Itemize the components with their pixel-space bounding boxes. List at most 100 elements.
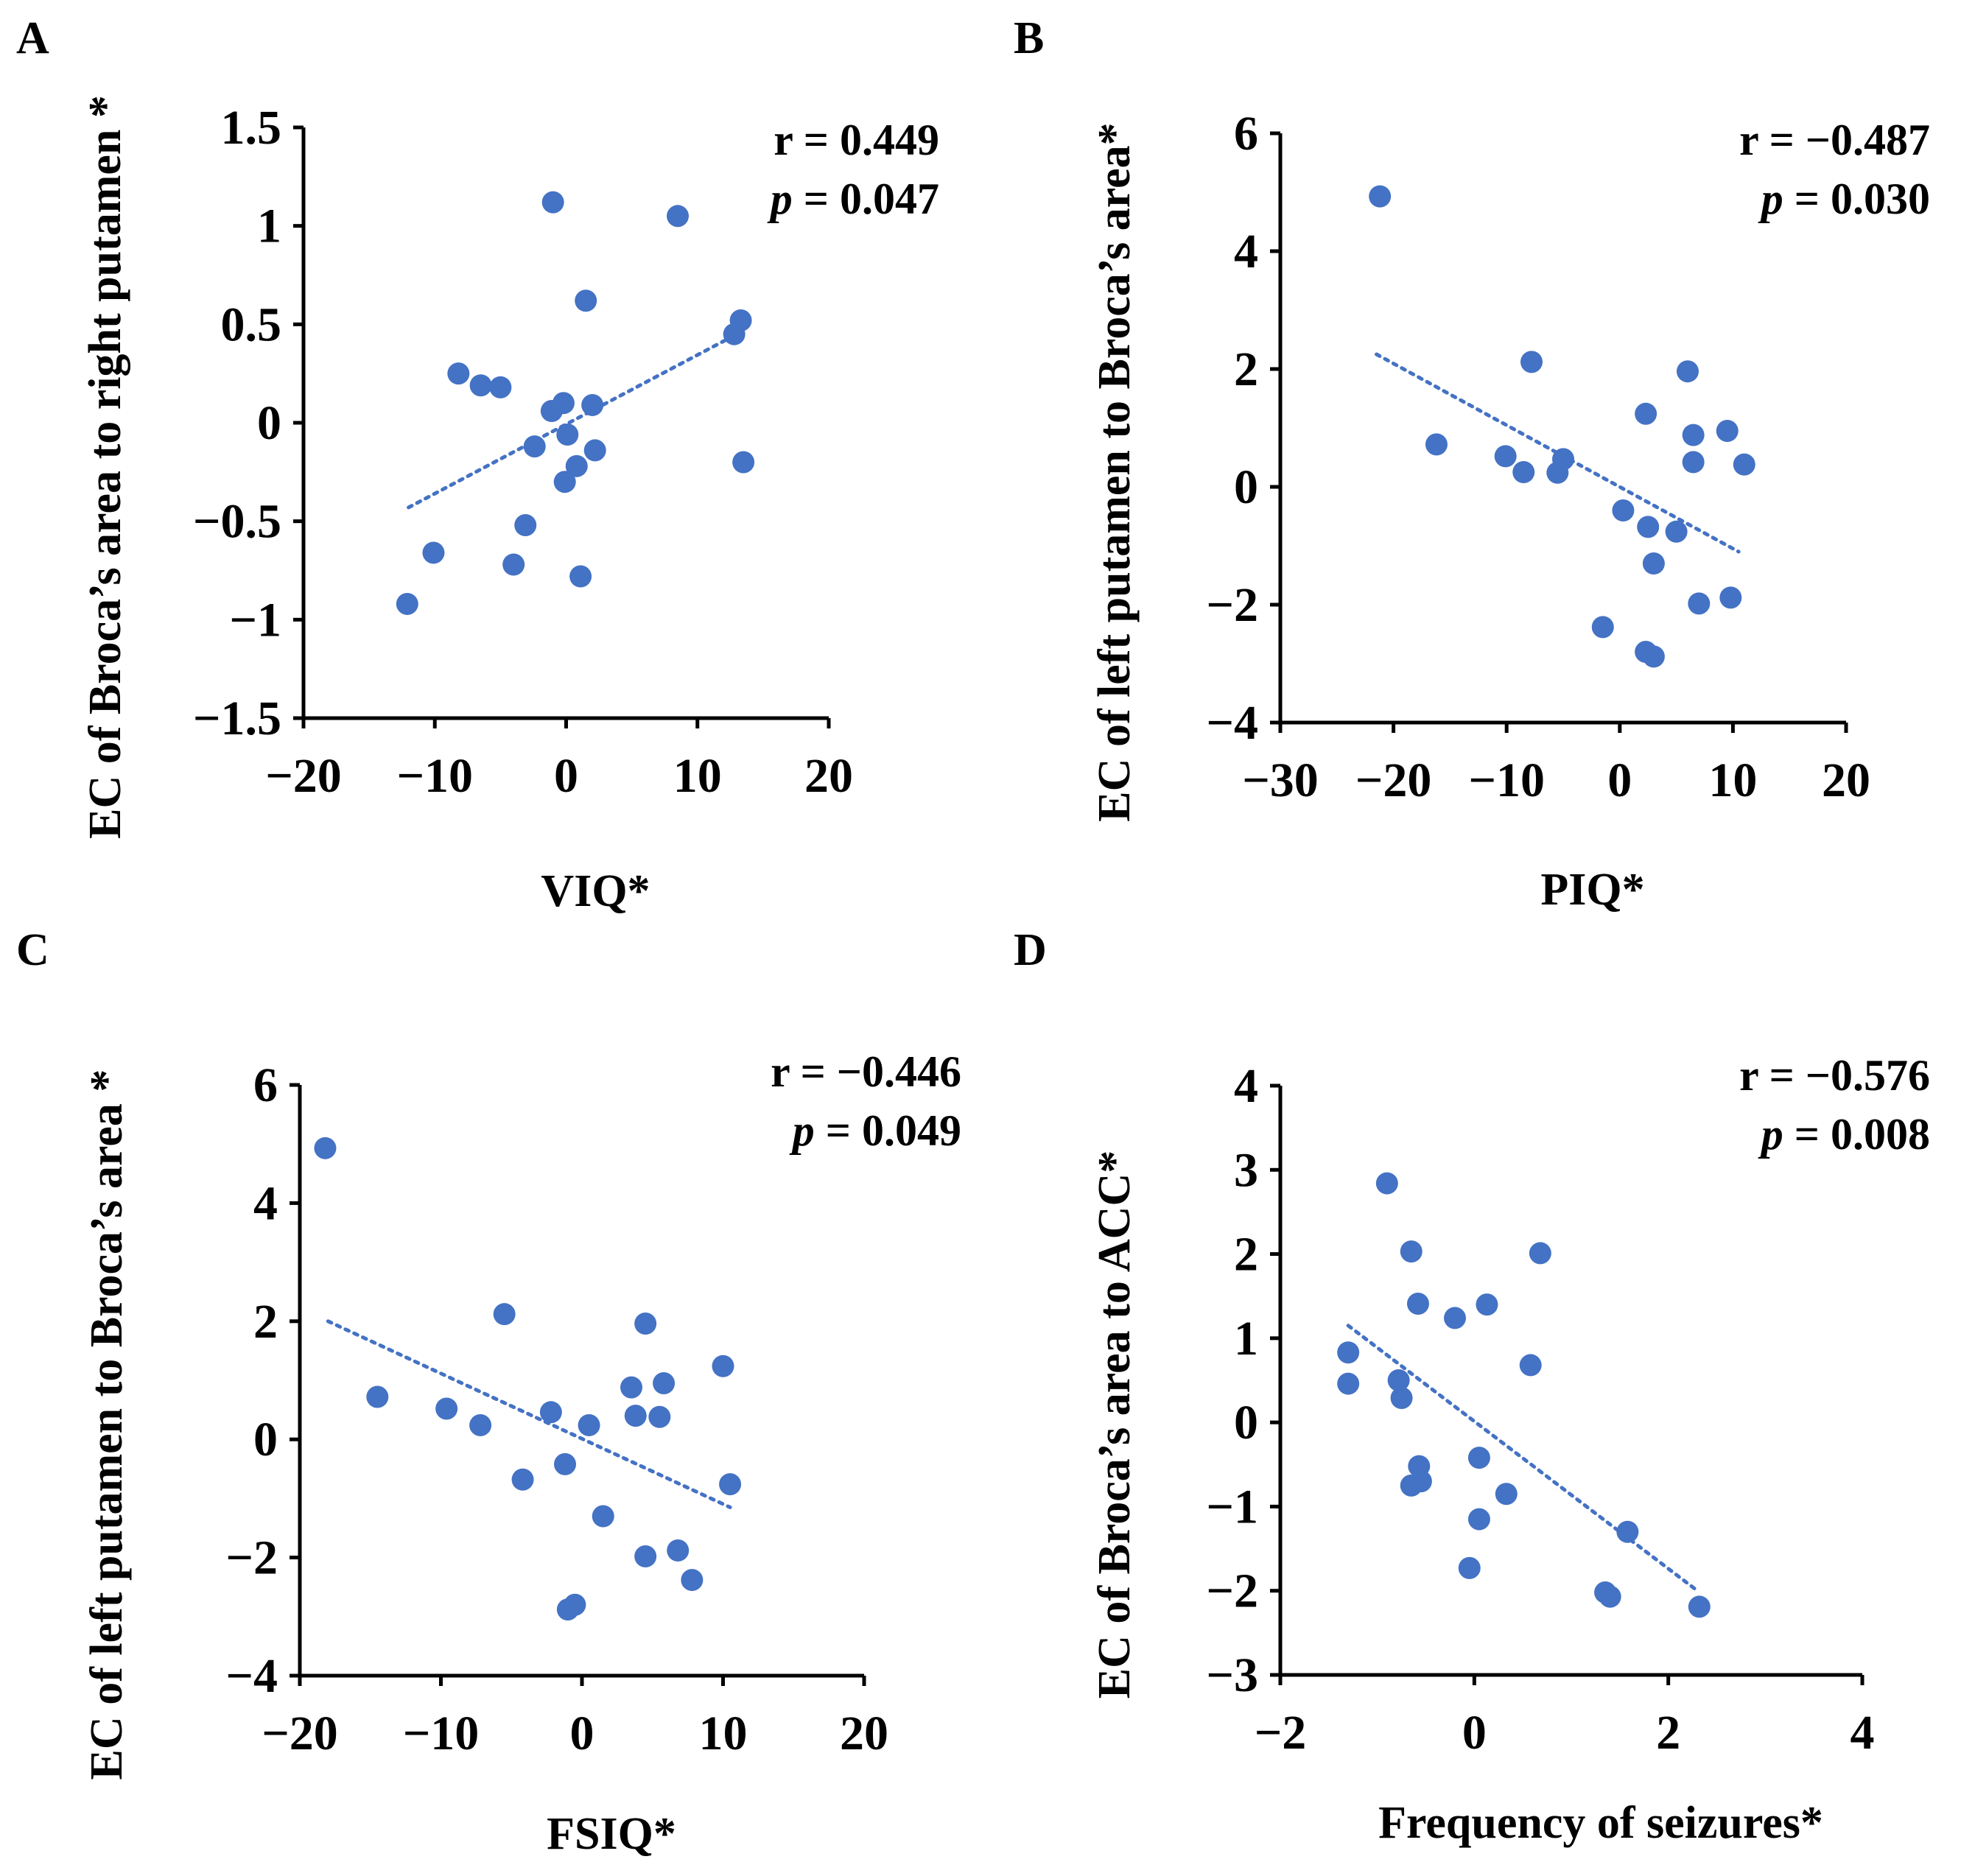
data-point — [1642, 645, 1665, 668]
p-value: p = 0.008 — [1758, 1110, 1930, 1159]
y-axis-title: EC of left putamen to Broca’s area* — [1090, 122, 1140, 821]
data-point — [1390, 1387, 1413, 1409]
y-tick-label: 3 — [1234, 1143, 1258, 1197]
data-point — [1665, 520, 1688, 543]
data-point — [447, 362, 470, 385]
y-tick-label: 2 — [253, 1295, 278, 1349]
data-point — [1467, 1508, 1490, 1531]
x-tick-label: 10 — [673, 749, 722, 803]
data-point — [624, 1405, 647, 1427]
data-point — [1688, 1595, 1711, 1618]
data-point — [1591, 616, 1614, 639]
x-tick-label: 20 — [840, 1707, 888, 1760]
data-point — [366, 1385, 389, 1408]
data-point — [422, 541, 445, 564]
data-point — [539, 1401, 562, 1424]
data-point — [469, 1413, 492, 1436]
data-point — [1467, 1447, 1490, 1469]
y-tick-label: −1 — [1206, 1480, 1258, 1534]
data-point — [620, 1376, 643, 1399]
data-point — [1546, 461, 1569, 484]
r-value: r = −0.446 — [771, 1047, 961, 1096]
data-point — [1520, 351, 1543, 373]
data-point — [554, 1452, 577, 1475]
r-value: r = −0.487 — [1739, 116, 1930, 164]
data-point — [553, 471, 576, 493]
data-point — [1682, 424, 1705, 446]
data-point — [723, 323, 746, 345]
data-point — [581, 393, 604, 416]
x-tick-label: 10 — [699, 1707, 748, 1760]
p-symbol: p — [789, 1106, 815, 1155]
y-tick-label: 4 — [253, 1176, 278, 1230]
y-axis-title: EC of Broca’s area to ACC* — [1090, 1150, 1140, 1698]
data-point — [667, 205, 690, 228]
data-point — [1529, 1242, 1551, 1265]
data-point — [1688, 592, 1711, 615]
y-tick-label: −2 — [1206, 578, 1258, 632]
r-value: r = −0.576 — [1739, 1051, 1930, 1100]
x-tick-label: 20 — [804, 749, 853, 803]
data-point — [541, 191, 564, 214]
p-symbol: p — [1758, 175, 1783, 223]
data-point — [1637, 516, 1660, 538]
data-point — [592, 1505, 614, 1528]
y-tick-label: −4 — [1206, 696, 1258, 750]
data-point — [556, 1598, 579, 1621]
data-point — [1642, 552, 1665, 575]
y-tick-label: 1.5 — [221, 101, 282, 155]
panel-label: D — [1014, 925, 1047, 975]
data-point — [1519, 1354, 1542, 1377]
x-tick-label: 0 — [1607, 753, 1632, 807]
data-point — [1458, 1556, 1481, 1579]
data-point — [1337, 1372, 1360, 1395]
y-tick-label: 0 — [253, 1413, 278, 1466]
trendline — [1346, 1324, 1699, 1593]
x-axis-title: FSIQ* — [547, 1809, 676, 1859]
data-point — [1387, 1369, 1410, 1391]
x-tick-label: 20 — [1822, 753, 1870, 807]
x-axis-title: Frequency of seizures* — [1378, 1798, 1823, 1848]
trendline — [407, 332, 739, 510]
x-tick-label: −20 — [262, 1707, 338, 1760]
data-point — [583, 439, 606, 462]
p-symbol: p — [767, 175, 793, 223]
data-point — [1676, 360, 1699, 383]
data-point — [1635, 402, 1657, 425]
data-point — [511, 1468, 534, 1491]
data-point — [712, 1355, 734, 1377]
data-point — [732, 451, 755, 474]
y-tick-label: 0 — [1234, 460, 1258, 514]
data-point — [469, 374, 492, 397]
y-tick-label: −1 — [229, 593, 281, 647]
x-tick-label: 0 — [1462, 1706, 1487, 1760]
y-tick-label: −3 — [1206, 1648, 1258, 1702]
x-tick-label: −2 — [1255, 1706, 1307, 1760]
data-point — [667, 1539, 690, 1561]
data-point — [1719, 586, 1742, 609]
y-tick-label: 2 — [1234, 1228, 1258, 1282]
data-point — [435, 1397, 458, 1420]
panel-label: B — [1014, 13, 1044, 63]
x-tick-label: −10 — [403, 1707, 480, 1760]
x-tick-label: −20 — [1355, 753, 1432, 807]
data-point — [1400, 1240, 1423, 1263]
data-point — [556, 424, 579, 446]
data-point — [1476, 1293, 1498, 1316]
x-tick-label: −20 — [265, 749, 342, 803]
y-tick-label: 1 — [257, 200, 281, 253]
p-value: p = 0.047 — [767, 175, 939, 223]
data-point — [1616, 1520, 1639, 1543]
y-tick-label: 0 — [1234, 1396, 1258, 1450]
y-tick-label: −1.5 — [193, 692, 281, 745]
x-axis-title: PIQ* — [1540, 865, 1644, 915]
y-tick-label: 1 — [1234, 1312, 1258, 1366]
data-point — [493, 1303, 516, 1326]
p-value: p = 0.030 — [1758, 175, 1930, 223]
data-point — [1337, 1341, 1360, 1364]
x-tick-label: −30 — [1242, 753, 1319, 807]
y-tick-label: 4 — [1234, 1059, 1258, 1113]
data-point — [1682, 451, 1705, 474]
